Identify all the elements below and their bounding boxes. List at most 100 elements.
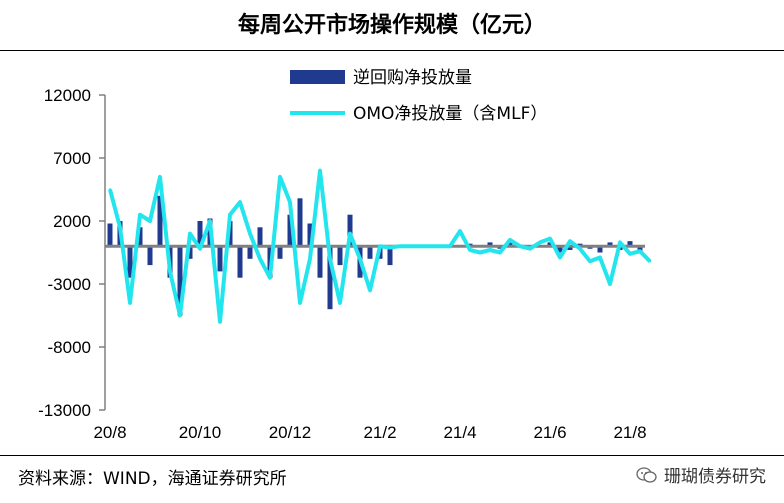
title-bar: 每周公开市场操作规模（亿元）	[0, 0, 784, 51]
omo-point	[338, 301, 342, 305]
bar	[137, 227, 143, 247]
x-tick-label: 21/4	[443, 423, 476, 442]
x-tick-label: 20/8	[93, 423, 126, 442]
y-tick-label: -3000	[48, 275, 91, 294]
omo-point	[618, 241, 622, 244]
omo-point	[138, 213, 142, 216]
y-tick-label: -13000	[38, 401, 91, 420]
bar	[507, 241, 513, 247]
omo-point	[168, 270, 172, 273]
bar	[487, 242, 493, 247]
omo-point	[238, 200, 242, 204]
omo-point	[318, 169, 322, 172]
bar	[597, 246, 603, 253]
y-tick-label: 2000	[53, 212, 91, 231]
bar	[247, 246, 253, 259]
omo-point	[488, 248, 492, 252]
omo-point	[638, 250, 642, 253]
watermark-text: 珊瑚债券研究	[664, 467, 766, 487]
omo-point	[158, 175, 162, 179]
watermark: 珊瑚债券研究	[636, 462, 766, 487]
omo-point	[538, 241, 542, 244]
chart-title: 每周公开市场操作规模（亿元）	[237, 12, 546, 38]
bar	[607, 242, 613, 247]
omo-point	[438, 245, 442, 248]
bar	[187, 246, 193, 259]
omo-point	[308, 257, 312, 260]
omo-point	[528, 247, 532, 250]
omo-point	[428, 245, 432, 248]
bar	[257, 227, 263, 247]
legend-line-label: OMO净投放量（含MLF）	[353, 104, 547, 124]
omo-point	[198, 247, 202, 250]
omo-point	[548, 237, 552, 240]
omo-point	[598, 256, 602, 259]
bar	[387, 246, 393, 266]
omo-point	[278, 175, 282, 179]
bar	[157, 195, 163, 247]
source-text: 资料来源：WIND，海通证券研究所	[18, 469, 287, 489]
wechat-icon	[636, 466, 657, 483]
x-tick-label: 21/8	[613, 423, 646, 442]
bar	[367, 246, 373, 259]
omo-point	[148, 219, 152, 223]
bar	[217, 246, 223, 272]
omo-point	[258, 257, 262, 260]
omo-point	[588, 260, 592, 263]
x-tick-label: 20/12	[269, 423, 312, 442]
omo-point	[468, 248, 472, 252]
y-tick-label: -8000	[48, 338, 91, 357]
bar	[127, 246, 133, 278]
omo-point	[648, 260, 652, 263]
bar	[347, 214, 353, 247]
omo-point	[128, 301, 132, 305]
y-tick-label: 7000	[53, 149, 91, 168]
omo-point	[178, 314, 182, 317]
omo-point	[348, 232, 352, 235]
bar	[567, 246, 573, 250]
omo-point	[218, 320, 222, 323]
bar	[557, 246, 563, 253]
omo-point	[108, 188, 112, 191]
bar	[627, 241, 633, 247]
omo-point	[628, 252, 632, 255]
omo-point	[508, 238, 512, 242]
footer-bar: 资料来源：WIND，海通证券研究所 珊瑚债券研究	[0, 455, 784, 503]
omo-point	[498, 251, 502, 254]
bar	[107, 223, 113, 247]
omo-point	[248, 232, 252, 235]
legend-bar-swatch	[290, 70, 345, 84]
omo-point	[358, 257, 362, 260]
bar	[277, 246, 283, 259]
omo-point	[568, 239, 572, 243]
omo-point	[408, 245, 412, 248]
bar	[287, 214, 293, 247]
omo-point	[368, 289, 372, 292]
bar	[317, 246, 323, 278]
omo-point	[388, 246, 392, 249]
omo-point	[208, 219, 212, 223]
bar	[297, 198, 303, 247]
omo-point	[578, 247, 582, 250]
omo-point	[298, 301, 302, 305]
omo-point	[188, 232, 192, 235]
x-tick-label: 21/2	[363, 423, 396, 442]
omo-point	[268, 276, 272, 279]
omo-point	[558, 256, 562, 259]
omo-point	[418, 245, 422, 248]
omo-point	[398, 245, 402, 248]
omo-point	[118, 226, 122, 229]
bar	[327, 246, 333, 310]
x-tick-label: 21/6	[533, 423, 566, 442]
omo-point	[328, 257, 332, 260]
omo-point	[448, 245, 452, 248]
omo-point	[608, 282, 612, 286]
legend-bar-label: 逆回购净投放量	[353, 68, 472, 88]
omo-point	[518, 245, 522, 248]
x-tick-label: 20/10	[179, 423, 222, 442]
omo-point	[378, 245, 382, 248]
omo-point	[228, 213, 232, 216]
omo-point	[458, 229, 462, 233]
bar	[337, 246, 343, 266]
